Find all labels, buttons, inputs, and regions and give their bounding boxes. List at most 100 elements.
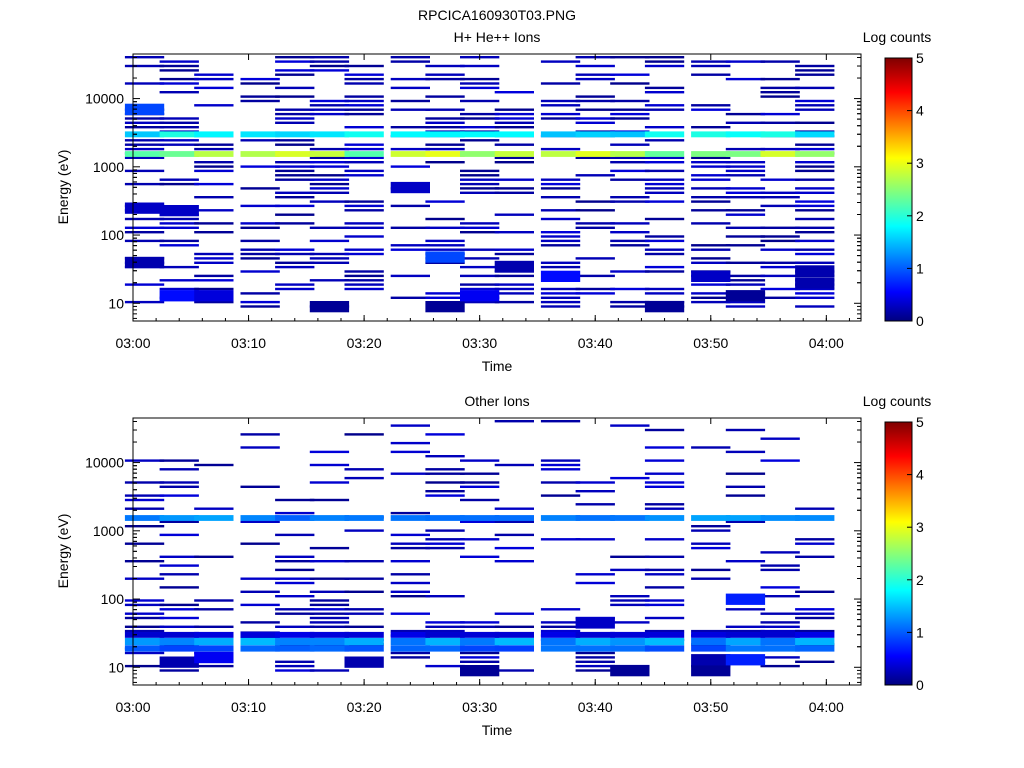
heatmap-cell xyxy=(425,217,465,221)
heatmap-cell xyxy=(691,261,731,264)
heatmap-band-cell xyxy=(575,131,615,138)
heatmap-cell xyxy=(275,581,315,585)
heatmap-cell xyxy=(344,99,384,103)
heatmap-cell xyxy=(194,625,234,628)
heatmap-cell xyxy=(691,126,731,129)
heatmap-band-cell xyxy=(795,151,835,157)
heatmap-cell xyxy=(275,612,315,615)
heatmap-cell xyxy=(494,231,534,234)
heatmap-cell xyxy=(691,546,731,550)
heatmap-band-cell xyxy=(760,131,800,138)
heatmap-cell xyxy=(275,191,315,194)
heatmap-cell xyxy=(425,251,465,263)
heatmap-cell xyxy=(390,472,430,475)
x-tick-label: 03:30 xyxy=(462,699,497,715)
heatmap-cell xyxy=(240,82,280,85)
heatmap-cell xyxy=(124,651,165,655)
heatmap-band-cell xyxy=(760,631,800,638)
heatmap-band-cell xyxy=(344,637,384,646)
heatmap-cell xyxy=(644,629,685,633)
heatmap-cell xyxy=(795,296,835,299)
heatmap-cell xyxy=(540,494,581,497)
heatmap-cell xyxy=(725,191,766,194)
heatmap-cell xyxy=(240,542,280,545)
heatmap-cell xyxy=(275,595,315,598)
heatmap-band-cell xyxy=(575,515,615,521)
heatmap-band-cell xyxy=(691,131,731,138)
heatmap-cell xyxy=(725,209,766,212)
heatmap-cell xyxy=(610,178,650,181)
heatmap-cell xyxy=(610,665,650,677)
heatmap-cell xyxy=(275,533,315,537)
heatmap-band-cell xyxy=(725,637,766,646)
heatmap-band-cell xyxy=(240,631,280,638)
heatmap-cell xyxy=(124,481,165,484)
heatmap-cell xyxy=(610,424,650,427)
heatmap-cell xyxy=(275,577,315,580)
heatmap-cell xyxy=(691,200,731,203)
heatmap-cell xyxy=(795,204,835,208)
heatmap-cell xyxy=(344,656,384,668)
panel-1-ylabel: Energy (eV) xyxy=(55,150,71,225)
heatmap-cell xyxy=(644,616,685,620)
heatmap-cell xyxy=(795,608,835,611)
heatmap-cell xyxy=(275,165,315,168)
heatmap-cell xyxy=(390,595,430,598)
heatmap-cell xyxy=(309,60,350,63)
heatmap-band-cell xyxy=(460,637,500,646)
heatmap-band-cell xyxy=(194,515,234,521)
heatmap-cell xyxy=(309,616,350,620)
heatmap-cell xyxy=(309,577,350,580)
heatmap-cell xyxy=(309,608,350,611)
heatmap-cell xyxy=(575,209,615,212)
heatmap-cell xyxy=(425,494,465,497)
heatmap-cell xyxy=(240,99,280,103)
heatmap-cell xyxy=(494,292,534,295)
heatmap-band-cell xyxy=(540,515,581,521)
heatmap-cell xyxy=(425,77,465,81)
heatmap-cell xyxy=(425,664,465,668)
heatmap-cell xyxy=(309,99,350,103)
heatmap-cell xyxy=(795,143,835,146)
heatmap-cell xyxy=(425,161,465,164)
heatmap-cell xyxy=(795,69,835,72)
heatmap-cell xyxy=(124,139,165,142)
heatmap-cell xyxy=(240,603,280,607)
heatmap-cell xyxy=(644,239,685,243)
heatmap-cell xyxy=(725,60,766,63)
heatmap-cell xyxy=(575,664,615,668)
heatmap-cell xyxy=(159,91,199,94)
heatmap-cell xyxy=(691,300,731,304)
heatmap-cell xyxy=(540,292,581,295)
heatmap-cell xyxy=(240,248,280,251)
heatmap-cell xyxy=(610,244,650,247)
heatmap-cell xyxy=(725,244,766,247)
heatmap-cell xyxy=(390,533,430,537)
heatmap-cell xyxy=(540,296,581,299)
heatmap-cell xyxy=(275,86,315,90)
heatmap-cell xyxy=(124,629,165,633)
heatmap-cell xyxy=(725,169,766,173)
heatmap-cell xyxy=(309,546,350,550)
x-tick-label: 04:00 xyxy=(809,335,844,351)
heatmap-cell xyxy=(760,265,800,269)
heatmap-cell xyxy=(540,629,581,633)
heatmap-cell xyxy=(275,283,315,286)
heatmap-cell xyxy=(275,222,315,225)
heatmap-band-cell xyxy=(540,645,581,652)
heatmap-cell xyxy=(760,656,800,659)
heatmap-band-cell xyxy=(460,645,500,652)
heatmap-cell xyxy=(494,420,534,423)
heatmap-cell xyxy=(725,174,766,177)
heatmap-cell xyxy=(344,82,384,85)
heatmap-band-cell xyxy=(494,151,534,157)
heatmap-cell xyxy=(610,99,650,103)
heatmap-band-cell xyxy=(425,631,465,638)
heatmap-cell xyxy=(760,274,800,278)
heatmap-cell xyxy=(460,139,500,142)
heatmap-cell xyxy=(390,204,430,208)
heatmap-cell xyxy=(194,290,234,302)
heatmap-band-cell xyxy=(540,637,581,646)
heatmap-cell xyxy=(240,187,280,190)
heatmap-band-cell xyxy=(691,515,731,521)
